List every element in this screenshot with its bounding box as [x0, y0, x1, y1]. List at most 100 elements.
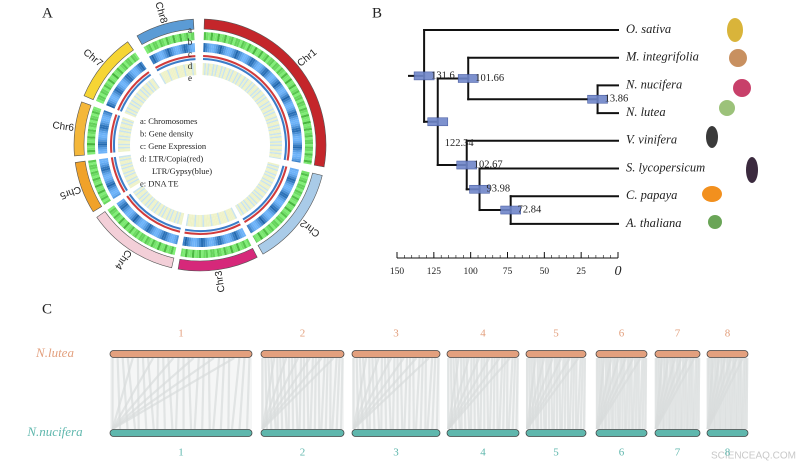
gene-density — [160, 243, 166, 252]
dna-te — [146, 81, 156, 92]
dna-te — [252, 90, 263, 101]
dna-te — [267, 161, 280, 167]
synteny-link — [219, 357, 226, 430]
gene-expression — [285, 104, 295, 111]
dna-te — [118, 140, 131, 143]
gene-expression — [260, 67, 268, 76]
gene-density — [278, 213, 287, 221]
ltr-copia — [184, 223, 241, 236]
dna-te — [190, 214, 194, 227]
gene-density — [93, 180, 103, 186]
synteny-link — [426, 357, 434, 430]
dna-te — [118, 154, 131, 159]
chromosome-band — [257, 172, 323, 255]
dna-te — [244, 81, 254, 92]
gene-density — [89, 166, 98, 171]
gene-expression — [256, 217, 264, 226]
gene-density — [128, 226, 136, 234]
gene-density — [187, 249, 191, 258]
gene-density — [87, 145, 96, 148]
gene-density — [252, 235, 258, 243]
dna-te — [188, 63, 192, 76]
synteny-fill — [447, 358, 519, 429]
gene-density — [87, 151, 96, 155]
dna-te — [256, 185, 267, 195]
gene-density — [237, 242, 243, 251]
gene-expression — [224, 234, 229, 244]
gene-expression — [98, 145, 108, 148]
gene-expression — [286, 108, 297, 114]
gene-density — [149, 42, 156, 51]
gene-density — [243, 239, 250, 248]
synteny-link — [743, 357, 747, 430]
gene-expression — [211, 43, 215, 53]
synteny-link — [324, 357, 329, 430]
gene-expression — [236, 229, 243, 239]
dna-te — [125, 108, 138, 115]
gene-expression — [185, 43, 189, 53]
species-name: S. lycopersicum — [626, 160, 705, 174]
gene-expression — [286, 106, 296, 112]
dna-te — [209, 214, 213, 227]
gene-density — [194, 249, 197, 258]
chromosome-label: Chr3 — [213, 270, 227, 293]
gene-expression — [106, 182, 116, 188]
gene-expression — [151, 226, 158, 236]
gene-expression — [280, 189, 290, 196]
synteny-link — [526, 357, 571, 430]
dna-te — [138, 89, 149, 100]
gene-expression — [98, 130, 108, 134]
gene-expression — [101, 167, 111, 172]
dna-te — [209, 63, 214, 76]
watermark: SCIENCEAQ.COM — [711, 451, 796, 462]
dna-te — [144, 83, 154, 94]
gene-expression — [123, 76, 132, 84]
dna-te — [269, 139, 282, 142]
gene-expression — [285, 180, 295, 186]
axis-tick-label: 25 — [576, 267, 586, 277]
axis-tick-label: 100 — [464, 267, 479, 277]
dna-te — [118, 131, 131, 136]
dna-te — [119, 157, 132, 162]
dna-te — [162, 207, 170, 219]
synteny-link — [498, 357, 504, 430]
gene-density — [289, 85, 298, 92]
dna-te — [176, 212, 182, 225]
synteny-link — [447, 357, 511, 430]
gene-expression — [270, 203, 280, 212]
gene-expression — [292, 154, 302, 158]
dna-te — [240, 201, 249, 213]
gene-expression — [268, 76, 277, 84]
dna-te — [233, 72, 241, 85]
gene-density — [262, 228, 269, 236]
gene-expression — [273, 200, 282, 208]
node-interval — [413, 71, 435, 81]
chromosome-number: 1 — [178, 328, 184, 340]
gene-expression — [259, 214, 268, 224]
dna-te — [206, 214, 210, 227]
gene-density — [295, 187, 304, 193]
gene-expression — [140, 220, 148, 229]
gene-density — [107, 78, 116, 85]
gene-expression — [133, 215, 141, 224]
dna-te — [269, 145, 282, 148]
gene-density — [242, 41, 248, 50]
icon — [708, 215, 722, 229]
gene-density — [87, 149, 96, 153]
track-label: e — [188, 73, 192, 83]
dna-te — [241, 79, 251, 90]
gene-expression — [99, 159, 109, 164]
gene-expression — [103, 174, 113, 180]
gene-expression — [97, 143, 108, 146]
dna-te — [257, 183, 269, 192]
gene-expression — [162, 49, 168, 59]
gene-density — [301, 116, 310, 121]
dna-te — [260, 179, 272, 187]
gene-density — [122, 221, 131, 230]
gene-expression — [289, 169, 299, 174]
gene-density — [222, 246, 227, 256]
ltr-copia — [110, 157, 126, 193]
gene-expression — [117, 199, 127, 207]
gene-expression — [149, 55, 156, 65]
gene-density — [205, 32, 209, 41]
